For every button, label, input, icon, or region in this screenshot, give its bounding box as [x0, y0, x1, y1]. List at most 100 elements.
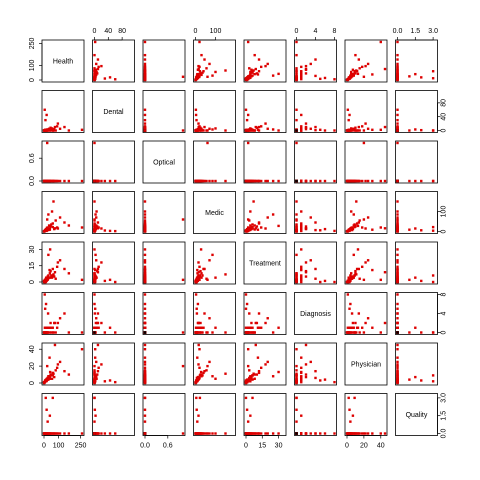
point-dental-physician: [379, 128, 382, 132]
point-quality-dental: [114, 432, 117, 435]
point-quality-medic: [203, 432, 206, 435]
point-physician-diagnosis: [300, 377, 303, 380]
point-quality-physician: [348, 408, 351, 411]
point-medic-optical: [143, 216, 147, 219]
point-treatment-diagnosis: [295, 274, 298, 277]
panel-physician-vs-medic: [193, 342, 236, 386]
point-diagnosis-treatment: [244, 293, 248, 296]
point-treatment-health: [51, 274, 54, 277]
point-health-quality: [414, 72, 417, 76]
point-diagnosis-medic: [214, 326, 217, 329]
point-optical-dental: [114, 179, 117, 183]
point-health-quality: [396, 73, 399, 76]
point-medic-quality: [414, 227, 417, 230]
point-medic-physician: [383, 227, 387, 230]
point-treatment-physician: [362, 278, 366, 282]
x-tick-label-health: 250: [75, 443, 87, 450]
point-physician-health: [50, 374, 53, 377]
point-diagnosis-dental: [114, 331, 117, 334]
point-health-physician: [379, 40, 382, 44]
point-physician-optical: [143, 360, 147, 364]
point-medic-treatment: [248, 228, 251, 231]
point-medic-treatment: [252, 200, 255, 203]
x-tick-label-health: 0: [42, 443, 46, 450]
panel-diagnosis-vs-diagnosis: [294, 292, 337, 335]
point-optical-diagnosis: [304, 179, 308, 183]
point-health-diagnosis: [314, 58, 317, 61]
point-physician-quality: [408, 378, 411, 381]
point-dental-health: [44, 118, 47, 122]
point-treatment-physician: [383, 271, 387, 274]
point-physician-diagnosis: [300, 356, 303, 359]
point-treatment-physician: [349, 274, 352, 277]
point-quality-diagnosis: [295, 408, 298, 411]
point-physician-medic: [205, 369, 208, 372]
point-dental-health: [49, 126, 52, 129]
point-medic-diagnosis: [319, 229, 322, 232]
point-health-diagnosis: [323, 76, 327, 80]
point-medic-optical: [143, 210, 147, 213]
point-physician-quality: [396, 363, 399, 366]
point-health-physician: [351, 68, 355, 71]
point-health-quality: [396, 62, 399, 66]
point-health-dental: [95, 70, 98, 74]
point-physician-diagnosis: [304, 363, 308, 366]
point-physician-dental: [93, 369, 96, 372]
point-optical-quality: [431, 179, 435, 183]
point-treatment-health: [58, 259, 62, 262]
variable-label-optical: Optical: [153, 160, 175, 167]
panel-optical-vs-quality: [395, 140, 438, 184]
point-health-optical: [143, 72, 147, 76]
point-health-dental: [100, 64, 103, 68]
point-dental-quality: [431, 129, 435, 132]
point-dental-diagnosis: [333, 129, 336, 132]
point-treatment-medic: [199, 269, 202, 273]
point-optical-medic: [205, 179, 208, 183]
point-optical-physician: [348, 179, 351, 183]
point-diagnosis-medic: [196, 302, 200, 306]
point-diagnosis-health: [46, 331, 49, 334]
panel-optical-vs-dental: [92, 140, 135, 184]
point-treatment-physician: [356, 248, 360, 251]
point-health-diagnosis: [304, 72, 308, 75]
point-medic-optical: [181, 218, 185, 221]
point-dental-health: [67, 129, 71, 132]
point-health-optical: [143, 76, 147, 79]
point-dental-optical: [181, 129, 185, 132]
panel-quality-vs-dental: [92, 393, 135, 436]
point-dental-diagnosis: [304, 122, 308, 125]
point-optical-diagnosis: [323, 179, 327, 183]
point-diagnosis-optical: [143, 312, 147, 315]
point-quality-dental: [93, 396, 96, 400]
point-quality-dental: [108, 432, 112, 435]
point-quality-diagnosis: [323, 432, 327, 435]
point-quality-diagnosis: [333, 432, 336, 435]
point-diagnosis-dental: [93, 293, 96, 296]
point-dental-treatment: [264, 122, 267, 125]
point-quality-physician: [361, 432, 364, 435]
point-health-treatment: [271, 74, 275, 77]
panel-health-vs-quality: [395, 39, 438, 83]
point-medic-health: [58, 216, 62, 219]
point-health-dental: [93, 40, 97, 44]
variable-label-dental: Dental: [103, 109, 124, 116]
point-quality-physician: [347, 396, 350, 400]
point-health-quality: [396, 69, 399, 72]
point-physician-health: [48, 375, 52, 379]
point-health-diagnosis: [319, 77, 322, 81]
point-diagnosis-health: [56, 321, 60, 325]
point-quality-medic: [199, 432, 203, 435]
panel-treatment-vs-treatment: [243, 241, 287, 285]
point-health-physician: [383, 67, 387, 71]
point-quality-health: [50, 432, 54, 435]
point-diagnosis-physician: [361, 326, 364, 329]
point-health-treatment: [264, 64, 267, 68]
point-health-quality: [396, 70, 399, 74]
point-medic-health: [48, 224, 52, 228]
point-physician-treatment: [254, 343, 257, 347]
point-physician-health: [67, 373, 71, 376]
point-treatment-quality: [408, 278, 411, 282]
point-diagnosis-physician: [358, 331, 361, 334]
point-diagnosis-dental: [96, 321, 100, 325]
point-health-dental: [95, 62, 98, 66]
